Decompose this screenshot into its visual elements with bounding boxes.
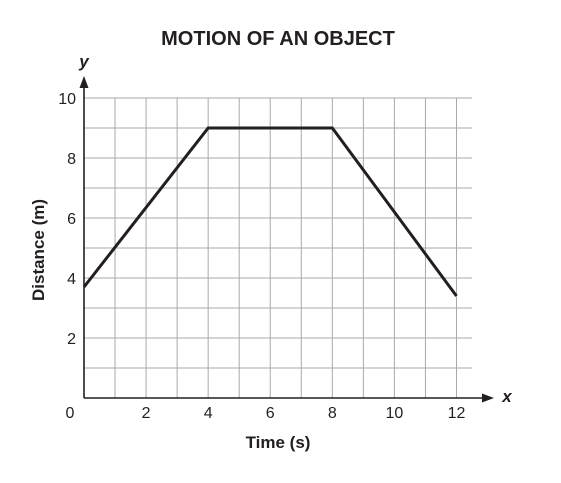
y-tick-label: 8 (67, 151, 76, 168)
x-tick-label: 8 (328, 405, 337, 422)
y-axis-arrowhead (79, 76, 89, 88)
y-tick-label: 2 (67, 331, 76, 348)
x-tick-label: 10 (386, 405, 404, 422)
x-axis-arrowhead (482, 393, 494, 403)
chart-title: MOTION OF AN OBJECT (161, 28, 395, 50)
x-tick-label: 4 (204, 405, 213, 422)
y-tick-label: 6 (67, 211, 76, 228)
x-axis-letter: x (501, 387, 513, 406)
series-layer (82, 126, 458, 297)
x-tick-label: 2 (142, 405, 151, 422)
grid (84, 97, 472, 398)
x-tick-label: 6 (266, 405, 275, 422)
axes (79, 76, 494, 403)
y-tick-label: 4 (67, 271, 76, 288)
x-tick-label: 12 (448, 405, 466, 422)
x-tick-label: 0 (66, 405, 75, 422)
y-tick-label: 10 (58, 91, 76, 108)
y-axis-label: Distance (m) (29, 199, 48, 301)
series-line (82, 126, 458, 297)
y-axis-letter: y (78, 52, 90, 71)
x-axis-label: Time (s) (246, 433, 311, 452)
tick-labels: 0 2 4 6 8 10 12 2 4 6 8 10 (58, 91, 465, 422)
